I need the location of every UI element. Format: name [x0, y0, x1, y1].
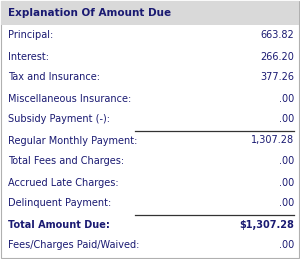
Text: $1,307.28: $1,307.28: [239, 219, 294, 229]
Text: 266.20: 266.20: [260, 52, 294, 61]
Text: Fees/Charges Paid/Waived:: Fees/Charges Paid/Waived:: [8, 241, 140, 250]
Text: .00: .00: [279, 198, 294, 208]
Bar: [1, 1, 299, 25]
Text: .00: .00: [279, 93, 294, 104]
Text: .00: .00: [279, 241, 294, 250]
Text: Principal:: Principal:: [8, 31, 53, 40]
Text: Regular Monthly Payment:: Regular Monthly Payment:: [8, 135, 137, 146]
Text: Subsidy Payment (-):: Subsidy Payment (-):: [8, 114, 110, 125]
Text: Tax and Insurance:: Tax and Insurance:: [8, 73, 100, 83]
Text: Explanation Of Amount Due: Explanation Of Amount Due: [8, 8, 171, 18]
Text: .00: .00: [279, 156, 294, 167]
Text: Interest:: Interest:: [8, 52, 49, 61]
Text: 377.26: 377.26: [260, 73, 294, 83]
Text: Total Amount Due:: Total Amount Due:: [8, 219, 110, 229]
Text: Miscellaneous Insurance:: Miscellaneous Insurance:: [8, 93, 131, 104]
Text: Total Fees and Charges:: Total Fees and Charges:: [8, 156, 124, 167]
Text: .00: .00: [279, 177, 294, 188]
Text: Accrued Late Charges:: Accrued Late Charges:: [8, 177, 118, 188]
Text: 663.82: 663.82: [260, 31, 294, 40]
Text: .00: .00: [279, 114, 294, 125]
Text: Delinquent Payment:: Delinquent Payment:: [8, 198, 111, 208]
Text: 1,307.28: 1,307.28: [251, 135, 294, 146]
